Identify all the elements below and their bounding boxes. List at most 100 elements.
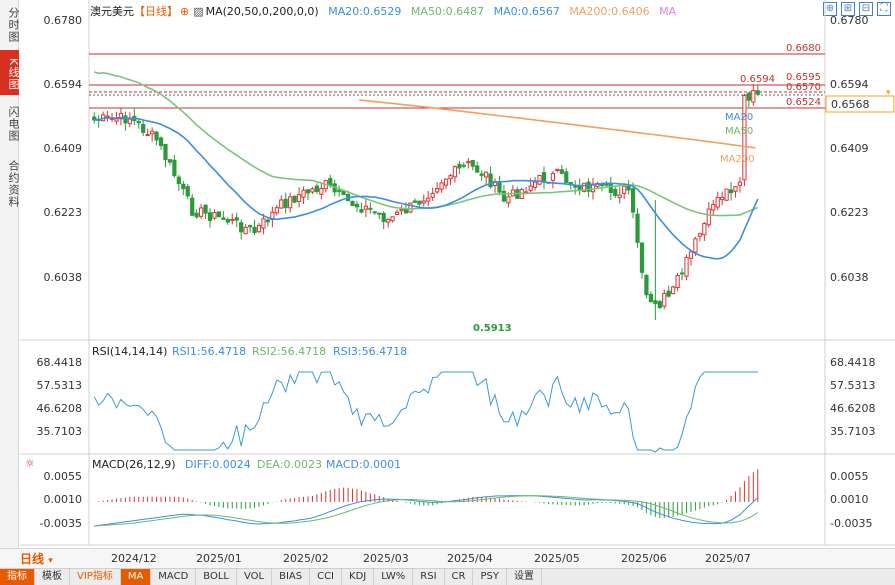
tab-indicators[interactable]: 指标	[0, 569, 35, 585]
left-tab-bar: 分时图 K线图 闪电图 合约资料	[0, 0, 20, 548]
candle-body	[702, 222, 707, 236]
candle-body	[207, 212, 213, 221]
price-axis-right: 0.6780 0.6594 0.6409 0.6223 0.6038	[830, 14, 869, 284]
candle-body	[390, 216, 395, 222]
candle-body	[497, 182, 502, 193]
candle-body	[662, 292, 667, 307]
date-label: 2025/06	[621, 552, 667, 565]
candle-body	[118, 112, 124, 120]
candle-body	[555, 168, 560, 172]
rsi-tick: 46.6208	[37, 402, 83, 415]
candle-body	[158, 137, 164, 147]
candle-body	[430, 192, 435, 198]
candle-body	[337, 189, 342, 192]
indicator-boll[interactable]: BOLL	[196, 569, 237, 585]
indicator-settings-icon[interactable]: ▨	[193, 5, 204, 18]
candle-body	[439, 182, 444, 190]
candle-body	[372, 211, 377, 214]
candle-body	[234, 217, 239, 221]
candle-body	[573, 185, 578, 188]
candle-body	[586, 181, 591, 192]
candle-body	[711, 204, 716, 211]
indicator-psy[interactable]: PSY	[473, 569, 507, 585]
candle-body	[230, 218, 235, 221]
chevron-down-icon: ▾	[48, 556, 53, 566]
candle-body	[216, 211, 222, 218]
indicator-ma[interactable]: MA	[120, 569, 152, 585]
settings-button[interactable]: 设置	[507, 569, 542, 585]
rsi-axis: 68.4418 57.5313 46.6208 35.7103 68.4418 …	[37, 356, 876, 438]
period-selector[interactable]: 日线 ▾	[20, 551, 82, 567]
macd-tick: -0.0035	[830, 517, 872, 530]
indicator-lw[interactable]: LW%	[374, 569, 414, 585]
macd-settings-icon[interactable]: ☼	[25, 457, 35, 470]
candle-body	[630, 188, 636, 213]
candle-body	[417, 200, 422, 205]
candle-body	[225, 219, 230, 223]
candle-body	[305, 189, 311, 194]
crosshair-icon[interactable]: ⊕	[823, 2, 837, 16]
candle-body	[733, 186, 738, 192]
candle-body	[715, 196, 720, 208]
candle-body	[185, 186, 190, 197]
candle-body	[697, 233, 702, 237]
candle-body	[194, 212, 199, 218]
ma50-value: MA50:0.6487	[410, 5, 485, 18]
candle-body	[123, 115, 128, 124]
indicator-cr[interactable]: CR	[445, 569, 474, 585]
candlestick-series	[92, 84, 760, 320]
level-label: 0.6524	[786, 97, 821, 108]
candle-body	[742, 94, 747, 181]
symbol-name: 澳元美元	[90, 5, 134, 18]
candle-body	[243, 226, 248, 235]
chart-area[interactable]: 澳元美元【日线】 ⊕ ▨ MA(20,50,0,200,0,0) MA20:0.652…	[20, 0, 895, 548]
candle-body	[728, 189, 734, 194]
tab-timeshare[interactable]: 分时图	[7, 6, 20, 43]
tab-templates[interactable]: 模板	[35, 569, 70, 585]
candle-body	[256, 224, 262, 233]
indicator-bias[interactable]: BIAS	[272, 569, 311, 585]
candle-body	[475, 165, 480, 173]
candle-body	[359, 209, 364, 213]
candle-body	[288, 196, 293, 209]
level-label: 0.6594	[740, 74, 775, 85]
candle-body	[648, 293, 653, 303]
date-axis-bar: 日线 ▾ 2024/12 2025/01 2025/02 2025/03 202…	[0, 548, 895, 568]
candle-body	[457, 163, 462, 169]
candle-body	[751, 89, 756, 103]
zoom-in-icon[interactable]: ⊞	[841, 2, 855, 16]
fullscreen-icon[interactable]: ⛶	[877, 2, 891, 16]
ma20-tag: MA20	[725, 112, 753, 123]
tab-kline[interactable]: K线图	[0, 50, 20, 95]
settings-icon[interactable]: ⊕	[180, 5, 190, 18]
candle-body	[341, 190, 346, 196]
candle-body	[537, 175, 542, 185]
candle-body	[461, 164, 466, 167]
date-label: 2025/07	[705, 552, 751, 565]
candle-body	[252, 226, 257, 234]
rsi-tick: 35.7103	[37, 425, 83, 438]
indicator-macd[interactable]: MACD	[151, 569, 197, 585]
candle-body	[386, 218, 391, 223]
indicator-cci[interactable]: CCI	[310, 569, 343, 585]
indicator-vol[interactable]: VOL	[237, 569, 273, 585]
rsi-tick: 46.6208	[830, 402, 876, 415]
tab-lightning[interactable]: 闪电图	[7, 106, 20, 142]
candle-body	[533, 181, 538, 188]
candle-body	[203, 204, 208, 214]
zoom-out-icon[interactable]: ⊟	[859, 2, 873, 16]
tab-contract-info[interactable]: 合约资料	[7, 159, 20, 208]
indicator-kdj[interactable]: KDJ	[342, 569, 375, 585]
chart-canvas[interactable]: 0.6780 0.6594 0.6409 0.6223 0.6038 0.678…	[20, 0, 895, 548]
candle-body	[136, 121, 141, 124]
candle-body	[644, 274, 649, 296]
price-tick: 0.6780	[830, 14, 869, 27]
rsi1-value: RSI1:56.4718	[172, 345, 246, 358]
indicator-rsi[interactable]: RSI	[413, 569, 445, 585]
candle-body	[408, 202, 413, 213]
ma20-line	[94, 116, 759, 260]
tab-vip-indicators[interactable]: VIP指标	[70, 569, 121, 585]
candle-body	[506, 196, 511, 204]
price-tick: 0.6594	[44, 78, 83, 91]
candle-body	[363, 205, 368, 210]
